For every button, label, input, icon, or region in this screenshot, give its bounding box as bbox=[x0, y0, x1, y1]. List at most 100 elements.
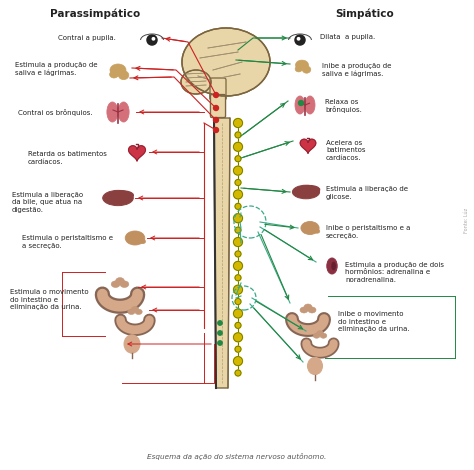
Circle shape bbox=[234, 309, 243, 318]
Circle shape bbox=[234, 285, 243, 294]
Ellipse shape bbox=[131, 306, 138, 312]
Ellipse shape bbox=[181, 70, 211, 94]
Ellipse shape bbox=[103, 190, 133, 206]
Text: Dilata  a pupila.: Dilata a pupila. bbox=[320, 34, 375, 40]
Ellipse shape bbox=[300, 307, 308, 313]
Ellipse shape bbox=[182, 28, 270, 96]
Ellipse shape bbox=[128, 309, 135, 314]
Ellipse shape bbox=[327, 258, 337, 274]
Polygon shape bbox=[214, 118, 230, 388]
Circle shape bbox=[213, 105, 219, 110]
Ellipse shape bbox=[116, 278, 124, 284]
Ellipse shape bbox=[320, 333, 327, 338]
Circle shape bbox=[234, 261, 243, 270]
Ellipse shape bbox=[118, 102, 129, 122]
Ellipse shape bbox=[181, 70, 211, 94]
Text: Estimula a liberação de
glicose.: Estimula a liberação de glicose. bbox=[326, 186, 408, 200]
Ellipse shape bbox=[110, 64, 126, 76]
Ellipse shape bbox=[107, 102, 118, 122]
Ellipse shape bbox=[308, 307, 316, 313]
Circle shape bbox=[235, 156, 241, 162]
Ellipse shape bbox=[292, 185, 319, 199]
Ellipse shape bbox=[124, 335, 140, 353]
Ellipse shape bbox=[120, 281, 129, 288]
Ellipse shape bbox=[140, 239, 146, 243]
Circle shape bbox=[235, 204, 241, 209]
Circle shape bbox=[297, 38, 300, 40]
Circle shape bbox=[234, 237, 243, 247]
Ellipse shape bbox=[295, 96, 305, 114]
Ellipse shape bbox=[182, 28, 270, 96]
Text: Estimula o movimento
do intestino e
eliminação da urina.: Estimula o movimento do intestino e elim… bbox=[10, 290, 89, 311]
Circle shape bbox=[213, 118, 219, 123]
Text: Estimula a liberação
da bile, que atua na
digestão.: Estimula a liberação da bile, que atua n… bbox=[12, 191, 83, 212]
FancyBboxPatch shape bbox=[210, 78, 226, 100]
Circle shape bbox=[213, 127, 219, 133]
Ellipse shape bbox=[125, 231, 145, 245]
FancyBboxPatch shape bbox=[210, 94, 226, 118]
Circle shape bbox=[235, 227, 241, 233]
Text: Acelera os
batimentos
cardíacos.: Acelera os batimentos cardíacos. bbox=[326, 140, 365, 160]
Ellipse shape bbox=[317, 330, 323, 336]
Text: Inibe a produção de
saliva e lágrimas.: Inibe a produção de saliva e lágrimas. bbox=[322, 63, 392, 77]
Circle shape bbox=[213, 93, 219, 97]
Text: Contrai os brônquios.: Contrai os brônquios. bbox=[18, 109, 92, 116]
Text: Retarda os batimentos
cardíacos.: Retarda os batimentos cardíacos. bbox=[28, 151, 107, 165]
Circle shape bbox=[235, 275, 241, 281]
Circle shape bbox=[152, 38, 155, 40]
Ellipse shape bbox=[110, 191, 133, 200]
Circle shape bbox=[235, 370, 241, 376]
Ellipse shape bbox=[118, 71, 129, 79]
Circle shape bbox=[299, 101, 303, 105]
Ellipse shape bbox=[304, 304, 312, 310]
FancyBboxPatch shape bbox=[210, 78, 226, 100]
Ellipse shape bbox=[313, 333, 320, 338]
Circle shape bbox=[234, 142, 243, 151]
Ellipse shape bbox=[332, 262, 335, 270]
Circle shape bbox=[234, 333, 243, 342]
Circle shape bbox=[235, 251, 241, 257]
Circle shape bbox=[234, 118, 243, 127]
Ellipse shape bbox=[315, 229, 320, 233]
Ellipse shape bbox=[302, 66, 311, 73]
Circle shape bbox=[218, 321, 222, 325]
Circle shape bbox=[218, 331, 222, 335]
Polygon shape bbox=[300, 139, 316, 153]
Text: Inibe o movimento
do intestino e
eliminação da urina.: Inibe o movimento do intestino e elimina… bbox=[338, 312, 410, 332]
Text: Simpático: Simpático bbox=[336, 8, 394, 18]
Ellipse shape bbox=[109, 71, 118, 78]
Text: Esquema da ação do sistema nervoso autônomo.: Esquema da ação do sistema nervoso autôn… bbox=[147, 453, 327, 460]
Ellipse shape bbox=[301, 221, 319, 235]
Text: Fonte: Lúz: Fonte: Lúz bbox=[464, 207, 469, 233]
Ellipse shape bbox=[135, 309, 142, 314]
Ellipse shape bbox=[299, 186, 319, 194]
Ellipse shape bbox=[295, 60, 309, 70]
Text: Inibe o peristaltismo e a
secreção.: Inibe o peristaltismo e a secreção. bbox=[326, 225, 410, 239]
Circle shape bbox=[235, 298, 241, 305]
Ellipse shape bbox=[141, 34, 164, 46]
Ellipse shape bbox=[289, 34, 311, 46]
Text: Estimula a produção de dois
hormônios: adrenalina e
noradrenalina.: Estimula a produção de dois hormônios: a… bbox=[345, 261, 444, 282]
Circle shape bbox=[234, 357, 243, 366]
Ellipse shape bbox=[308, 357, 322, 375]
Circle shape bbox=[235, 346, 241, 352]
Circle shape bbox=[234, 166, 243, 175]
Circle shape bbox=[218, 341, 222, 345]
Text: Estimula o peristaltismo e
a secreção.: Estimula o peristaltismo e a secreção. bbox=[22, 235, 113, 249]
Circle shape bbox=[234, 214, 243, 223]
Circle shape bbox=[235, 132, 241, 138]
Ellipse shape bbox=[295, 66, 302, 72]
Polygon shape bbox=[128, 146, 146, 161]
Text: Contrai a pupila.: Contrai a pupila. bbox=[58, 35, 116, 41]
Circle shape bbox=[234, 190, 243, 199]
Circle shape bbox=[235, 322, 241, 329]
Text: Estimula a produção de
saliva e lágrimas.: Estimula a produção de saliva e lágrimas… bbox=[15, 62, 98, 76]
Text: Relaxa os
brônquios.: Relaxa os brônquios. bbox=[325, 99, 362, 113]
Circle shape bbox=[147, 35, 157, 45]
Text: Parassimpático: Parassimpático bbox=[50, 8, 140, 18]
Circle shape bbox=[295, 35, 305, 45]
Ellipse shape bbox=[111, 281, 120, 288]
Ellipse shape bbox=[305, 96, 315, 114]
Circle shape bbox=[235, 180, 241, 186]
FancyBboxPatch shape bbox=[210, 94, 226, 118]
